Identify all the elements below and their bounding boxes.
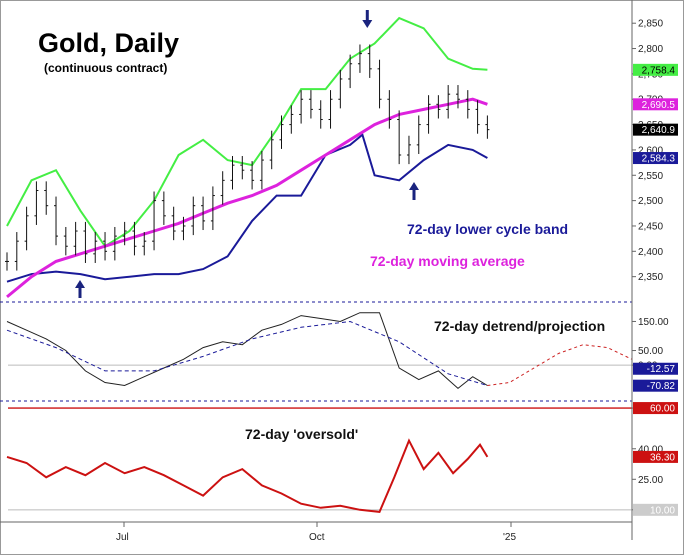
value-badge: -12.57 — [633, 362, 678, 375]
price-bar — [93, 232, 98, 263]
price-bar — [367, 44, 372, 78]
price-bar — [171, 206, 176, 241]
chart-subtitle: (continuous contract) — [44, 61, 168, 75]
price-bar — [485, 115, 490, 139]
price-bar — [397, 110, 402, 165]
y-tick-label: 150.00 — [638, 317, 669, 328]
price-bar — [142, 232, 147, 256]
price-bar — [338, 69, 343, 109]
price-bar — [122, 221, 127, 246]
detrend-line — [6, 312, 488, 390]
oversold-line — [6, 438, 489, 513]
svg-text:-70.82: -70.82 — [647, 381, 676, 392]
detrend-annotation: 72-day detrend/projection — [434, 318, 606, 334]
value-badge: 2,640.9 — [633, 123, 678, 136]
price-bar — [63, 226, 68, 256]
value-badge: 60.00 — [633, 402, 678, 415]
svg-text:2,584.3: 2,584.3 — [642, 154, 676, 165]
y-tick-label: 2,600 — [638, 145, 663, 156]
x-tick-label: Jul — [116, 532, 129, 543]
price-bar — [426, 95, 431, 134]
x-tick-label: '25 — [503, 532, 516, 543]
price-bar — [83, 221, 88, 263]
value-badge: 2,690.5 — [633, 98, 678, 111]
price-bar — [132, 221, 137, 256]
cycle-low-arrow — [75, 280, 85, 298]
svg-text:2,640.9: 2,640.9 — [642, 125, 676, 136]
price-bar — [73, 221, 78, 256]
price-bar — [34, 181, 39, 225]
price-bar — [475, 100, 480, 134]
price-bar — [14, 232, 19, 271]
value-badge: 2,584.3 — [633, 152, 678, 165]
svg-text:36.30: 36.30 — [650, 452, 675, 463]
price-bar — [269, 130, 274, 170]
price-bar — [161, 191, 166, 225]
price-bar — [54, 196, 59, 246]
svg-text:10.00: 10.00 — [650, 505, 675, 516]
lower-band-annotation: 72-day lower cycle band — [407, 221, 569, 237]
moving-average-line — [6, 97, 488, 299]
price-bar — [240, 156, 245, 180]
y-tick-label: 2,350 — [638, 272, 663, 283]
price-bar — [406, 135, 411, 165]
cycle-low-arrow — [409, 182, 419, 200]
price-bar — [387, 90, 392, 129]
svg-text:2,690.5: 2,690.5 — [642, 100, 676, 111]
price-bar — [318, 100, 323, 129]
value-badge: 2,758.4 — [633, 63, 678, 76]
price-bar — [455, 85, 460, 109]
y-tick-label: 2,500 — [638, 196, 663, 207]
price-bar — [299, 90, 304, 124]
price-bar — [24, 206, 29, 251]
price-bar — [289, 105, 294, 134]
detrend-smoothed-line — [6, 320, 488, 386]
price-bar — [250, 161, 255, 190]
oversold-annotation: 72-day 'oversold' — [245, 426, 359, 442]
cycle-top-arrow — [362, 10, 373, 28]
x-tick-label: Oct — [309, 532, 325, 543]
price-bar — [191, 196, 196, 236]
svg-text:2,758.4: 2,758.4 — [642, 65, 676, 76]
y-tick-label: 25.00 — [638, 475, 663, 486]
price-bar — [328, 90, 333, 129]
lower-band-line — [6, 132, 488, 283]
price-bar — [210, 186, 215, 231]
y-tick-label: 2,550 — [638, 171, 663, 182]
price-bar — [416, 115, 421, 154]
detrend-projection-line — [487, 344, 633, 386]
value-badge: 10.00 — [633, 503, 678, 516]
price-bar — [348, 54, 353, 89]
price-bar — [5, 252, 9, 271]
y-tick-label: 2,850 — [638, 19, 663, 30]
svg-text:-12.57: -12.57 — [647, 364, 676, 375]
price-bar — [259, 150, 264, 190]
value-badge: 36.30 — [633, 450, 678, 463]
y-tick-label: 40.00 — [638, 444, 663, 455]
chart-title: Gold, Daily — [38, 28, 180, 58]
moving-average-annotation: 72-day moving average — [370, 253, 525, 269]
price-bar — [279, 115, 284, 149]
y-tick-label: 2,400 — [638, 247, 663, 258]
value-badge: -70.82 — [633, 379, 678, 392]
price-bar — [230, 156, 235, 190]
y-tick-label: 50.00 — [638, 346, 663, 357]
price-bar — [308, 90, 313, 119]
price-bar — [446, 85, 451, 119]
price-bar — [357, 44, 362, 73]
price-bar — [112, 226, 117, 261]
y-tick-label: 2,800 — [638, 44, 663, 55]
price-bar — [465, 90, 470, 119]
price-bar — [44, 181, 49, 215]
price-bar — [152, 191, 157, 251]
price-bar — [181, 216, 186, 241]
price-bar — [220, 171, 225, 205]
price-bar — [436, 95, 441, 119]
price-bar — [201, 196, 206, 231]
y-tick-label: 2,450 — [638, 221, 663, 232]
price-bar — [103, 232, 108, 261]
price-bar — [377, 59, 382, 109]
svg-text:60.00: 60.00 — [650, 404, 675, 415]
